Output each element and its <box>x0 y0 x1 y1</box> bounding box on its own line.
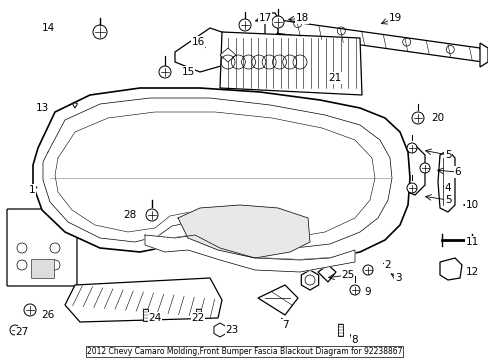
Polygon shape <box>437 150 454 212</box>
Bar <box>142 309 147 321</box>
Text: 25: 25 <box>341 270 354 280</box>
Polygon shape <box>178 205 309 258</box>
Circle shape <box>419 163 429 173</box>
Text: 16: 16 <box>191 37 204 47</box>
Text: 11: 11 <box>465 237 478 247</box>
Text: 12: 12 <box>465 267 478 277</box>
Text: 24: 24 <box>148 313 162 323</box>
Polygon shape <box>264 13 278 37</box>
Polygon shape <box>394 145 424 195</box>
Text: 8: 8 <box>351 335 358 345</box>
Polygon shape <box>175 28 244 72</box>
Wedge shape <box>72 103 77 108</box>
Polygon shape <box>33 88 409 260</box>
Text: 17: 17 <box>258 13 271 23</box>
Circle shape <box>411 112 423 124</box>
Bar <box>337 324 342 336</box>
Polygon shape <box>258 285 297 315</box>
Text: 2: 2 <box>384 260 390 270</box>
Circle shape <box>271 16 284 28</box>
Circle shape <box>406 143 416 153</box>
Text: 9: 9 <box>364 287 370 297</box>
Circle shape <box>362 265 372 275</box>
Text: 3: 3 <box>394 273 401 283</box>
Text: 21: 21 <box>328 73 341 83</box>
Text: 4: 4 <box>444 183 450 193</box>
Text: 27: 27 <box>15 327 29 337</box>
Circle shape <box>93 25 107 39</box>
FancyBboxPatch shape <box>7 209 77 286</box>
Polygon shape <box>479 43 487 67</box>
Text: 22: 22 <box>191 313 204 323</box>
Text: 5: 5 <box>444 150 450 160</box>
Text: 26: 26 <box>41 310 55 320</box>
Polygon shape <box>317 265 335 282</box>
Text: 20: 20 <box>430 113 444 123</box>
Text: 13: 13 <box>35 103 48 113</box>
Circle shape <box>406 183 416 193</box>
Text: 18: 18 <box>295 13 308 23</box>
Text: 6: 6 <box>454 167 460 177</box>
Text: 5: 5 <box>444 195 450 205</box>
Text: 10: 10 <box>465 200 478 210</box>
Polygon shape <box>65 278 222 322</box>
Text: 28: 28 <box>123 210 136 220</box>
Text: 2012 Chevy Camaro Molding,Front Bumper Fascia Blackout Diagram for 92238867: 2012 Chevy Camaro Molding,Front Bumper F… <box>86 347 402 356</box>
Text: 23: 23 <box>225 325 238 335</box>
Polygon shape <box>439 258 461 280</box>
Circle shape <box>239 19 250 31</box>
Circle shape <box>24 304 36 316</box>
Polygon shape <box>220 32 361 95</box>
Text: 1: 1 <box>29 185 35 195</box>
Bar <box>195 309 200 321</box>
Polygon shape <box>145 235 354 272</box>
Polygon shape <box>264 18 482 62</box>
FancyBboxPatch shape <box>31 260 54 279</box>
Circle shape <box>349 285 359 295</box>
Text: 19: 19 <box>387 13 401 23</box>
Text: 14: 14 <box>41 23 55 33</box>
Text: 7: 7 <box>281 320 288 330</box>
Circle shape <box>159 66 171 78</box>
Polygon shape <box>220 48 236 62</box>
Text: 15: 15 <box>181 67 194 77</box>
Circle shape <box>10 325 20 335</box>
Circle shape <box>146 209 158 221</box>
